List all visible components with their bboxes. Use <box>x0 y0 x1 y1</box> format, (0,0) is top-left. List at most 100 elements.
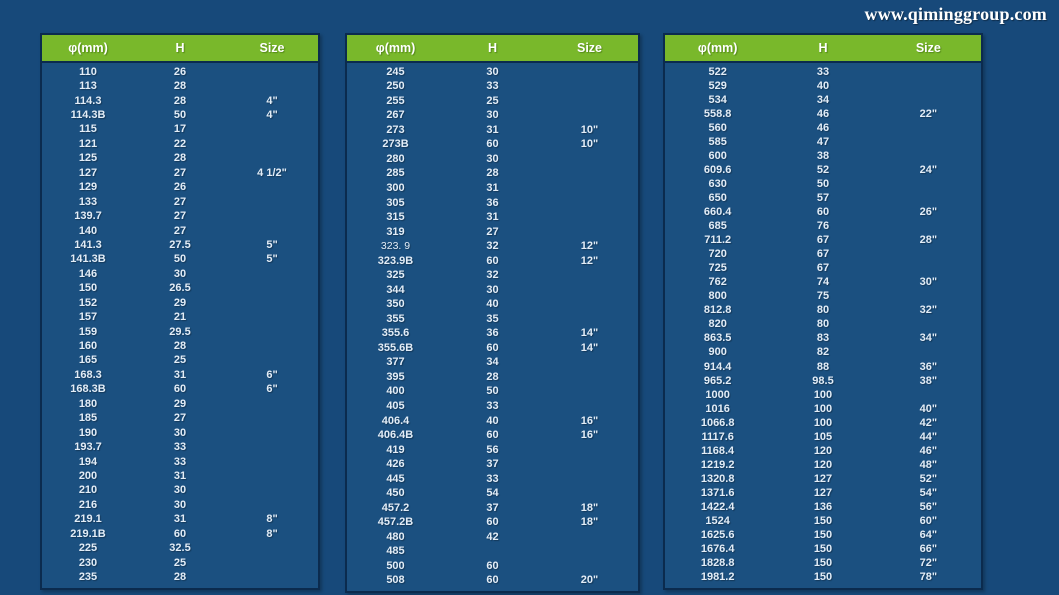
cell-h: 54 <box>486 487 499 500</box>
table-row: 820 80 <box>665 318 981 332</box>
cell-h: 33 <box>486 80 499 93</box>
cell-h: 98.5 <box>812 374 834 387</box>
cell-phi: 1524 <box>705 515 730 528</box>
table-row: 600 38 <box>665 149 981 163</box>
cell-size: 24" <box>919 163 938 176</box>
cell-h: 127 <box>813 472 833 485</box>
cell-h: 34 <box>816 93 830 106</box>
column-header-size: Size <box>576 41 602 55</box>
cell-phi: 194 <box>78 455 98 468</box>
column-header-phi: φ(mm) <box>375 41 416 55</box>
table-row: 185 27 <box>42 412 318 426</box>
cell-h: 26 <box>173 65 187 78</box>
cell-h: 60 <box>816 205 830 218</box>
cell-h: 46 <box>816 107 830 120</box>
cell-phi: 180 <box>78 397 98 410</box>
table-row: 140 27 <box>42 224 318 238</box>
table-row: 160 28 <box>42 339 318 353</box>
table-row: 219.1B 60 8" <box>42 527 318 541</box>
cell-h: 26 <box>173 181 187 194</box>
table-row: 141.3 27.5 5" <box>42 238 318 252</box>
cell-phi: 193.7 <box>74 441 102 454</box>
table-row: 1828.8 150 72" <box>665 557 981 571</box>
cell-size: 56" <box>919 500 938 513</box>
cell-phi: 344 <box>386 283 405 296</box>
table-row: 900 82 <box>665 346 981 360</box>
cell-phi: 800 <box>708 290 727 303</box>
table-row: 355.6B 60 14" <box>347 341 638 356</box>
table-row: 315 31 <box>347 210 638 225</box>
cell-h: 25 <box>486 94 499 107</box>
table-row: 1625.6 150 64" <box>665 529 981 543</box>
cell-h: 33 <box>486 472 499 485</box>
cell-phi: 165 <box>78 354 98 367</box>
table-row: 150 26.5 <box>42 282 318 296</box>
cell-phi: 534 <box>708 93 727 106</box>
cell-h: 100 <box>813 416 833 429</box>
table-row: 508 60 20" <box>347 574 638 589</box>
table-row: 355 35 <box>347 312 638 327</box>
cell-size: 12" <box>580 254 599 267</box>
cell-phi: 1016 <box>705 402 730 415</box>
cell-size: 16" <box>580 429 599 442</box>
cell-phi: 121 <box>78 137 98 150</box>
cell-phi: 255 <box>386 94 405 107</box>
cell-phi: 1422.4 <box>700 500 735 513</box>
table-row: 1066.8 100 42" <box>665 416 981 430</box>
cell-h: 31 <box>486 182 499 195</box>
cell-h: 31 <box>486 123 499 136</box>
table-1-header: φ(mm) H Size <box>42 35 318 63</box>
cell-h: 37 <box>486 458 499 471</box>
table-row: 419 56 <box>347 443 638 458</box>
cell-h: 33 <box>173 441 187 454</box>
table-row: 300 31 <box>347 181 638 196</box>
cell-h: 30 <box>173 426 187 439</box>
cell-h: 31 <box>173 368 187 381</box>
column-header-size: Size <box>915 41 941 55</box>
cell-h: 76 <box>816 220 830 233</box>
cell-h: 42 <box>486 530 499 543</box>
cell-phi: 812.8 <box>703 304 732 317</box>
cell-phi: 762 <box>708 276 727 289</box>
table-row: 500 60 <box>347 559 638 574</box>
cell-h: 120 <box>813 444 833 457</box>
cell-size: 18" <box>580 516 599 529</box>
cell-phi: 720 <box>708 248 727 261</box>
cell-phi: 285 <box>386 167 405 180</box>
cell-h: 60 <box>486 254 499 267</box>
cell-phi: 127 <box>78 166 98 179</box>
cell-phi: 355 <box>386 312 405 325</box>
cell-h: 33 <box>816 65 830 78</box>
table-row: 133 27 <box>42 195 318 209</box>
table-row: 1168.4 120 46" <box>665 444 981 458</box>
cell-h: 28 <box>173 80 187 93</box>
cell-h: 25 <box>173 354 187 367</box>
table-row: 139.7 27 <box>42 209 318 223</box>
cell-phi: 110 <box>79 65 97 78</box>
table-row: 113 28 <box>42 79 318 93</box>
cell-h: 28 <box>173 571 187 584</box>
cell-h: 52 <box>816 163 830 176</box>
cell-h: 34 <box>486 356 499 369</box>
cell-size: 6" <box>266 368 278 381</box>
site-url: www.qiminggroup.com <box>864 4 1047 24</box>
cell-size: 10" <box>580 123 599 136</box>
column-header-h: H <box>175 41 185 55</box>
table-row: 1422.4 136 56" <box>665 500 981 514</box>
cell-phi: 1320.8 <box>700 472 735 485</box>
cell-phi: 711.2 <box>704 234 732 247</box>
table-row: 193.7 33 <box>42 440 318 454</box>
cell-phi: 419 <box>386 443 405 456</box>
cell-h: 36 <box>486 327 499 340</box>
cell-h: 50 <box>486 385 499 398</box>
cell-phi: 600 <box>708 149 727 162</box>
table-row: 812.8 80 32" <box>665 304 981 318</box>
cell-h: 82 <box>816 346 830 359</box>
cell-h: 27 <box>173 195 187 208</box>
cell-phi: 1219.2 <box>700 458 735 471</box>
table-row: 863.5 83 34" <box>665 332 981 346</box>
table-row: 457.2B 60 18" <box>347 515 638 530</box>
table-row: 406.4 40 16" <box>347 414 638 429</box>
table-row: 129 26 <box>42 181 318 195</box>
table-row: 168.3 31 6" <box>42 368 318 382</box>
